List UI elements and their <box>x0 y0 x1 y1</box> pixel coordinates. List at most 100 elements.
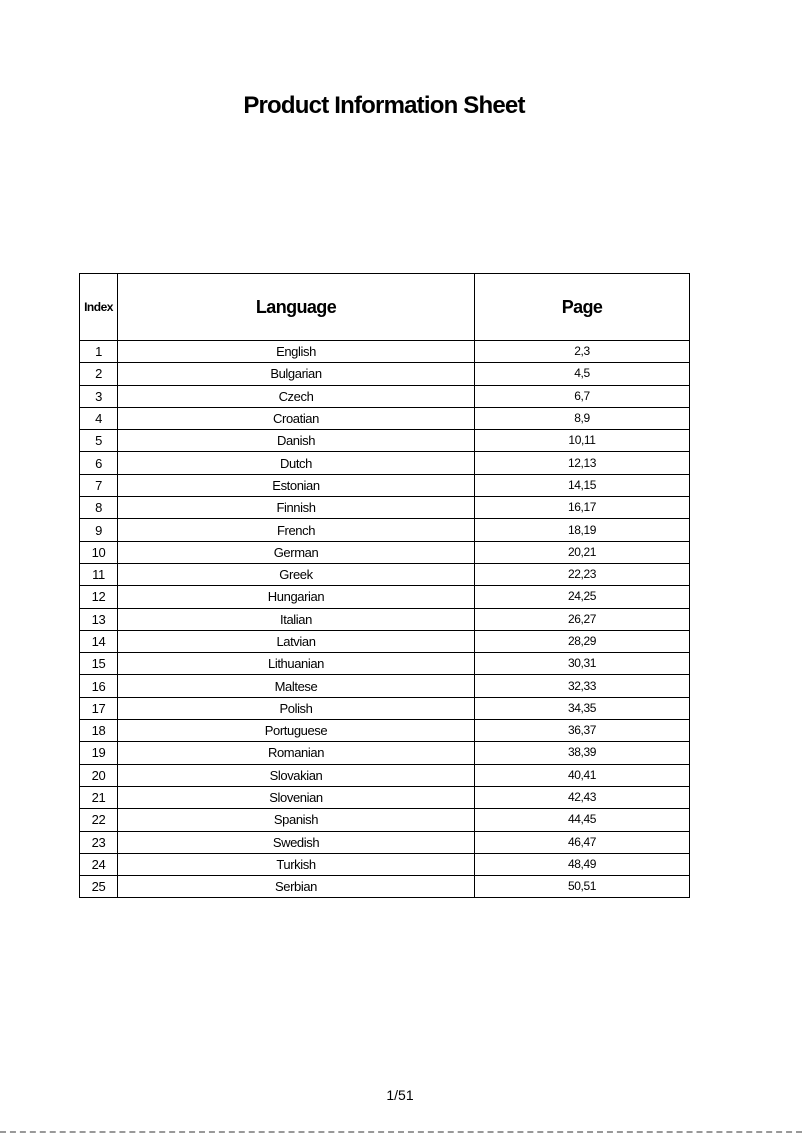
language-index-table: Index Language Page 1 English 2,3 2 Bulgaria… <box>79 273 690 899</box>
cell-language: Maltese <box>117 674 475 698</box>
cell-language: Czech <box>117 384 475 408</box>
cell-language: Romanian <box>117 741 475 765</box>
cell-page: 10,11 <box>474 429 690 453</box>
cell-language: Slovakian <box>117 763 475 787</box>
cell-index: 7 <box>79 473 118 498</box>
cell-language: German <box>117 540 475 564</box>
cell-language: Hungarian <box>117 585 475 609</box>
cell-language: Serbian <box>117 875 475 899</box>
table-header-row: Index Language Page <box>79 273 690 341</box>
table-row: 17 Polish 34,35 <box>79 696 690 721</box>
table-row: 8 Finnish 16,17 <box>79 496 690 520</box>
cell-page: 26,27 <box>474 607 690 631</box>
cell-index: 24 <box>79 852 118 877</box>
cell-page: 14,15 <box>474 473 690 498</box>
cell-page: 38,39 <box>474 741 690 765</box>
cell-page: 42,43 <box>474 785 690 810</box>
table-row: 22 Spanish 44,45 <box>79 808 690 832</box>
table-row: 6 Dutch 12,13 <box>79 451 690 475</box>
table-row: 18 Portuguese 36,37 <box>79 719 690 743</box>
cell-index: 18 <box>79 719 118 743</box>
cell-language: Portuguese <box>117 719 475 743</box>
table-row: 25 Serbian 50,51 <box>79 875 690 899</box>
cell-index: 6 <box>79 451 118 475</box>
table-row: 19 Romanian 38,39 <box>79 741 690 765</box>
page-number: 1/51 <box>386 1087 414 1103</box>
cell-page: 2,3 <box>474 339 690 364</box>
cell-language: English <box>117 339 475 364</box>
cell-page: 12,13 <box>474 451 690 475</box>
table-row: 7 Estonian 14,15 <box>79 473 690 498</box>
page-title: Product Information Sheet <box>243 92 525 119</box>
cell-page: 50,51 <box>474 875 690 899</box>
cell-language: French <box>117 518 475 542</box>
cell-language: Swedish <box>117 830 475 854</box>
cell-page: 28,29 <box>474 629 690 654</box>
cell-page: 20,21 <box>474 540 690 564</box>
table-row: 13 Italian 26,27 <box>79 607 690 631</box>
cell-language: Danish <box>117 429 475 453</box>
cell-language: Lithuanian <box>117 652 475 676</box>
cell-page: 46,47 <box>474 830 690 854</box>
cell-index: 11 <box>79 562 118 587</box>
cell-index: 3 <box>79 384 118 408</box>
table-row: 21 Slovenian 42,43 <box>79 785 690 810</box>
cell-language: Bulgarian <box>117 362 475 386</box>
cell-page: 4,5 <box>474 362 690 386</box>
cell-language: Spanish <box>117 808 475 832</box>
table-row: 11 Greek 22,23 <box>79 562 690 587</box>
cell-index: 23 <box>79 830 118 854</box>
cell-page: 40,41 <box>474 763 690 787</box>
table-row: 14 Latvian 28,29 <box>79 629 690 654</box>
cell-page: 36,37 <box>474 719 690 743</box>
cell-index: 20 <box>79 763 118 787</box>
cell-page: 16,17 <box>474 496 690 520</box>
cell-index: 5 <box>79 429 118 453</box>
cell-language: Estonian <box>117 473 475 498</box>
cell-index: 21 <box>79 785 118 810</box>
cell-page: 30,31 <box>474 652 690 676</box>
cell-page: 18,19 <box>474 518 690 542</box>
cell-language: Dutch <box>117 451 475 475</box>
cell-index: 12 <box>79 585 118 609</box>
table-row: 9 French 18,19 <box>79 518 690 542</box>
table-row: 4 Croatian 8,9 <box>79 406 690 431</box>
cell-index: 1 <box>79 339 118 364</box>
cell-language: Polish <box>117 696 475 721</box>
cell-page: 22,23 <box>474 562 690 587</box>
cell-language: Italian <box>117 607 475 631</box>
cell-index: 17 <box>79 696 118 721</box>
table-row: 24 Turkish 48,49 <box>79 852 690 877</box>
cell-index: 8 <box>79 496 118 520</box>
page-bottom-border <box>0 1131 802 1133</box>
cell-index: 14 <box>79 629 118 654</box>
cell-page: 8,9 <box>474 406 690 431</box>
table-row: 12 Hungarian 24,25 <box>79 585 690 609</box>
table-row: 10 German 20,21 <box>79 540 690 564</box>
cell-language: Finnish <box>117 496 475 520</box>
cell-index: 16 <box>79 674 118 698</box>
table-row: 23 Swedish 46,47 <box>79 830 690 854</box>
cell-page: 24,25 <box>474 585 690 609</box>
table-row: 16 Maltese 32,33 <box>79 674 690 698</box>
cell-index: 15 <box>79 652 118 676</box>
cell-page: 34,35 <box>474 696 690 721</box>
table-row: 2 Bulgarian 4,5 <box>79 362 690 386</box>
cell-page: 48,49 <box>474 852 690 877</box>
table-row: 20 Slovakian 40,41 <box>79 763 690 787</box>
header-page: Page <box>474 273 690 341</box>
table-row: 5 Danish 10,11 <box>79 429 690 453</box>
cell-language: Greek <box>117 562 475 587</box>
cell-index: 19 <box>79 741 118 765</box>
cell-index: 25 <box>79 875 118 899</box>
cell-index: 2 <box>79 362 118 386</box>
cell-index: 4 <box>79 406 118 431</box>
table-row: 15 Lithuanian 30,31 <box>79 652 690 676</box>
header-language: Language <box>117 273 475 341</box>
cell-language: Slovenian <box>117 785 475 810</box>
table-row: 3 Czech 6,7 <box>79 384 690 408</box>
cell-page: 6,7 <box>474 384 690 408</box>
cell-language: Latvian <box>117 629 475 654</box>
header-index: Index <box>79 273 118 341</box>
cell-page: 44,45 <box>474 808 690 832</box>
